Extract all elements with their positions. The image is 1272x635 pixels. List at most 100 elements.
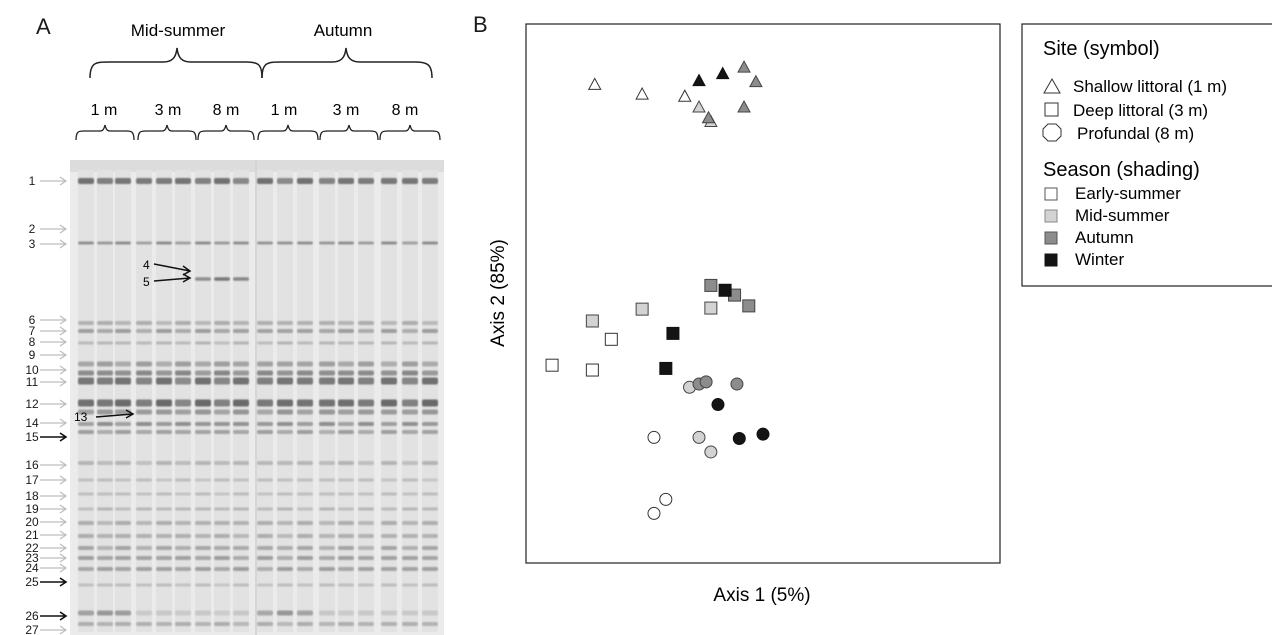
legend-site-label: Shallow littoral (1 m) xyxy=(1073,77,1227,96)
gel-band xyxy=(381,567,397,571)
gel-band xyxy=(175,370,191,376)
gel-band xyxy=(358,583,374,587)
gel-band xyxy=(257,534,273,538)
gel-band xyxy=(97,567,113,571)
gel-band xyxy=(233,556,249,560)
gel-band xyxy=(257,329,273,333)
gel-band xyxy=(175,556,191,560)
legend-site-label: Profundal (8 m) xyxy=(1077,124,1194,143)
gel-band xyxy=(78,422,94,426)
gel-band xyxy=(97,610,113,616)
gel-band xyxy=(97,321,113,325)
gel-band xyxy=(115,361,131,367)
gel-band xyxy=(115,583,131,587)
gel-band xyxy=(175,241,191,245)
gel-band xyxy=(297,341,313,345)
gel-band xyxy=(338,534,354,538)
depth-label: 3 m xyxy=(155,102,182,119)
gel-band xyxy=(136,241,152,245)
point-deep-winter xyxy=(718,283,732,297)
gel-band xyxy=(422,583,438,587)
gel-band xyxy=(175,478,191,482)
gel-band xyxy=(214,461,230,465)
arrow-icon-grey xyxy=(40,418,68,428)
gel-band xyxy=(338,567,354,571)
gel-band xyxy=(195,178,211,184)
gel-band xyxy=(338,546,354,550)
gel-band xyxy=(136,610,152,616)
gel-band xyxy=(422,409,438,415)
gel-band xyxy=(195,492,211,496)
gel-band xyxy=(97,622,113,626)
gel-band xyxy=(297,610,313,616)
gel-band xyxy=(78,622,94,626)
gel-band xyxy=(257,583,273,587)
gel-band xyxy=(97,546,113,550)
band-label: 7 xyxy=(29,324,36,338)
gel-band xyxy=(156,610,172,616)
band-label: 27 xyxy=(25,623,39,635)
gel-band xyxy=(381,361,397,367)
gel-band xyxy=(257,567,273,571)
gel-band xyxy=(156,241,172,245)
gel-band xyxy=(422,430,438,434)
gel-band xyxy=(115,507,131,511)
gel-band xyxy=(319,377,335,385)
gel-band xyxy=(338,341,354,345)
gel-band xyxy=(115,422,131,426)
gel-band xyxy=(175,361,191,367)
gel-band xyxy=(257,461,273,465)
gel-band xyxy=(257,610,273,616)
gel-band xyxy=(402,567,418,571)
gel-band xyxy=(214,478,230,482)
gel-band xyxy=(195,461,211,465)
gel-band xyxy=(136,521,152,525)
gel-band xyxy=(233,277,249,281)
point-profundal-autumn xyxy=(699,375,713,389)
gel-band xyxy=(297,622,313,626)
point-profundal-mid xyxy=(704,445,718,459)
gel-band xyxy=(257,478,273,482)
depth-label: 3 m xyxy=(333,102,360,119)
gel-band xyxy=(422,361,438,367)
gel-band xyxy=(136,534,152,538)
depth-brace xyxy=(379,124,441,141)
gel-band xyxy=(319,556,335,560)
season-label-mid-summer: Mid-summer xyxy=(131,21,226,40)
gel-band xyxy=(214,321,230,325)
band-label: 14 xyxy=(25,416,39,430)
gel-band xyxy=(115,178,131,184)
arrow-icon-grey xyxy=(40,563,68,573)
depth-braces xyxy=(75,124,441,141)
band-pointer-arrows xyxy=(95,263,192,419)
gel-band xyxy=(195,422,211,426)
gel-band xyxy=(115,534,131,538)
gel-band xyxy=(277,361,293,367)
gel-band xyxy=(78,329,94,333)
band-label: 8 xyxy=(29,335,36,349)
gel-band xyxy=(277,583,293,587)
depth-brace xyxy=(75,124,135,141)
arrow-icon-grey xyxy=(40,625,68,635)
gel-band xyxy=(319,521,335,525)
depth-brace xyxy=(137,124,197,141)
gel-band xyxy=(402,610,418,616)
legend-season-label: Early-summer xyxy=(1075,184,1181,203)
gel-band xyxy=(319,399,335,407)
gel-band xyxy=(136,492,152,496)
legend-site-title: Site (symbol) xyxy=(1043,38,1160,60)
gel-band xyxy=(402,329,418,333)
gel-band xyxy=(319,241,335,245)
gel-band xyxy=(297,409,313,415)
gel-band xyxy=(214,178,230,184)
depth-label: 8 m xyxy=(392,102,419,119)
gel-band xyxy=(175,583,191,587)
gel-band xyxy=(402,461,418,465)
gel-band xyxy=(233,430,249,434)
gel-band xyxy=(422,556,438,560)
gel-band xyxy=(358,430,374,434)
gel-band xyxy=(381,583,397,587)
gel-band xyxy=(277,321,293,325)
gel-band xyxy=(277,478,293,482)
gel-band xyxy=(78,377,94,385)
